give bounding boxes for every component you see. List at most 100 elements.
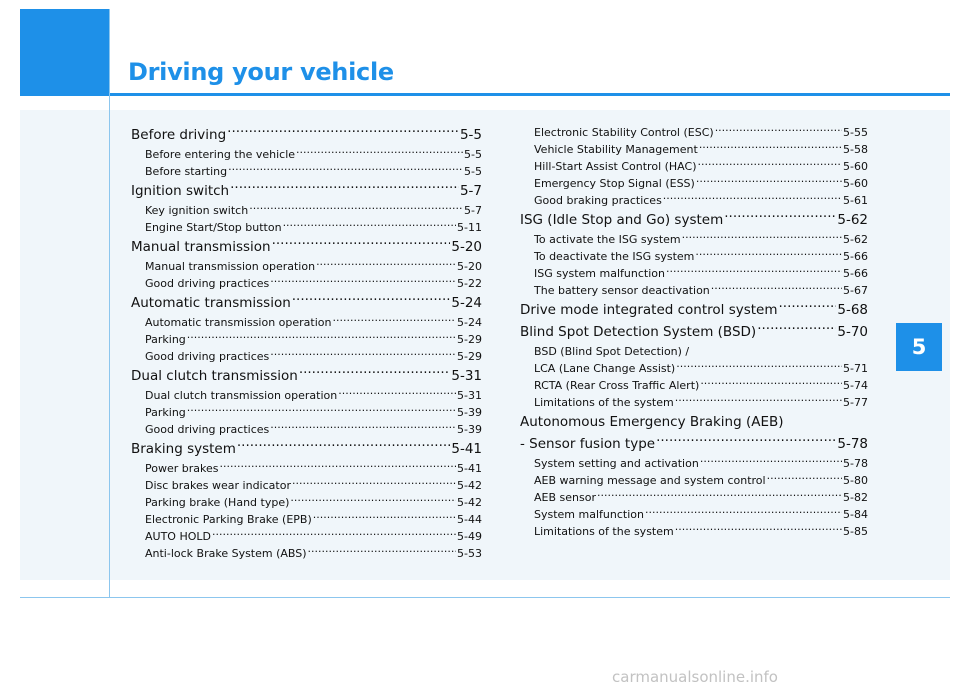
toc-subsection-entry[interactable]: AUTO HOLD 5-49 xyxy=(131,528,482,545)
toc-section-entry[interactable]: Braking system 5-41 xyxy=(131,438,482,460)
dot-leader xyxy=(249,203,463,214)
toc-entry-label: Emergency Stop Signal (ESS) xyxy=(534,177,695,190)
toc-entry-page: 5-55 xyxy=(843,126,868,139)
dot-leader xyxy=(292,478,456,489)
toc-entry-label: To deactivate the ISG system xyxy=(534,250,695,263)
toc-section-entry[interactable]: - Sensor fusion type 5-78 xyxy=(520,433,868,455)
toc-section-entry[interactable]: Automatic transmission 5-24 xyxy=(131,292,482,314)
dot-leader xyxy=(597,490,842,501)
toc-subsection-entry[interactable]: The battery sensor deactivation 5-67 xyxy=(520,282,868,299)
toc-subsection-entry[interactable]: Manual transmission operation 5-20 xyxy=(131,258,482,275)
toc-section-entry[interactable]: Ignition switch 5-7 xyxy=(131,180,482,202)
toc-subsection-entry[interactable]: Before starting 5-5 xyxy=(131,163,482,180)
toc-entry-label: Dual clutch transmission operation xyxy=(145,389,338,402)
toc-subsection-entry[interactable]: Limitations of the system 5-85 xyxy=(520,523,868,540)
toc-subsection-entry[interactable]: Vehicle Stability Management 5-58 xyxy=(520,141,868,158)
toc-subsection-entry[interactable]: ISG system malfunction 5-66 xyxy=(520,265,868,282)
toc-subsection-entry[interactable]: Emergency Stop Signal (ESS) 5-60 xyxy=(520,175,868,192)
toc-subsection-entry[interactable]: Parking brake (Hand type) 5-42 xyxy=(131,494,482,511)
toc-subsection-entry[interactable]: Disc brakes wear indicator 5-42 xyxy=(131,477,482,494)
dot-leader xyxy=(666,266,842,277)
toc-entry-label: Autonomous Emergency Braking (AEB) xyxy=(520,414,784,430)
toc-entry-page: 5-80 xyxy=(843,474,868,487)
dot-leader xyxy=(270,422,456,433)
toc-subsection-entry[interactable]: Limitations of the system 5-77 xyxy=(520,394,868,411)
toc-entry-label: To activate the ISG system xyxy=(534,233,681,246)
toc-section-entry[interactable]: Manual transmission 5-20 xyxy=(131,236,482,258)
toc-subsection-entry[interactable]: Parking 5-39 xyxy=(131,404,482,421)
toc-subsection-entry[interactable]: Electronic Parking Brake (EPB) 5-44 xyxy=(131,511,482,528)
toc-entry-label: Drive mode integrated control system xyxy=(520,302,778,318)
toc-subsection-entry[interactable]: Dual clutch transmission operation 5-31 xyxy=(131,387,482,404)
toc-subsection-entry[interactable]: Good braking practices 5-61 xyxy=(520,192,868,209)
toc-subsection-entry[interactable]: AEB sensor 5-82 xyxy=(520,489,868,506)
toc-entry-label: LCA (Lane Change Assist) xyxy=(534,362,676,375)
toc-subsection-entry[interactable]: System malfunction 5-84 xyxy=(520,506,868,523)
toc-entry-page: 5-66 xyxy=(843,267,868,280)
toc-entry-page: 5-11 xyxy=(457,221,482,234)
toc-subsection-entry[interactable]: RCTA (Rear Cross Traffic Alert) 5-74 xyxy=(520,377,868,394)
dot-leader xyxy=(724,211,836,225)
dot-leader xyxy=(187,405,456,416)
toc-subsection-entry[interactable]: Key ignition switch 5-7 xyxy=(131,202,482,219)
toc-subsection-entry[interactable]: To deactivate the ISG system 5-66 xyxy=(520,248,868,265)
toc-section-entry[interactable]: Dual clutch transmission 5-31 xyxy=(131,365,482,387)
dot-leader xyxy=(779,301,837,315)
toc-subsection-entry[interactable]: Hill-Start Assist Control (HAC) 5-60 xyxy=(520,158,868,175)
dot-leader xyxy=(715,125,842,136)
toc-entry-page: 5-41 xyxy=(457,462,482,475)
toc-subsection-entry[interactable]: Anti-lock Brake System (ABS) 5-53 xyxy=(131,545,482,562)
toc-subsection-entry[interactable]: Automatic transmission operation 5-24 xyxy=(131,314,482,331)
toc-section-entry[interactable]: Before driving 5-5 xyxy=(131,124,482,146)
toc-entry-label: RCTA (Rear Cross Traffic Alert) xyxy=(534,379,700,392)
toc-section-entry[interactable]: Drive mode integrated control system 5-68 xyxy=(520,299,868,321)
toc-entry-page: 5-39 xyxy=(457,423,482,436)
dot-leader xyxy=(663,193,842,204)
toc-subsection-entry[interactable]: AEB warning message and system control 5-… xyxy=(520,472,868,489)
toc-section-entry[interactable]: Autonomous Emergency Braking (AEB) xyxy=(520,411,868,433)
dot-leader xyxy=(645,507,842,518)
dot-leader xyxy=(299,367,451,381)
toc-subsection-entry[interactable]: Before entering the vehicle 5-5 xyxy=(131,146,482,163)
dot-leader xyxy=(227,126,459,140)
toc-entry-page: 5-66 xyxy=(843,250,868,263)
toc-subsection-entry[interactable]: Engine Start/Stop button 5-11 xyxy=(131,219,482,236)
toc-entry-label: Ignition switch xyxy=(131,183,230,199)
dot-leader xyxy=(308,546,456,557)
toc-entry-label: AUTO HOLD xyxy=(145,530,211,543)
toc-entry-page: 5-61 xyxy=(843,194,868,207)
toc-entry-label: The battery sensor deactivation xyxy=(534,284,710,297)
toc-subsection-entry[interactable]: System setting and activation 5-78 xyxy=(520,455,868,472)
toc-section-entry[interactable]: Blind Spot Detection System (BSD) 5-70 xyxy=(520,321,868,343)
toc-subsection-entry[interactable]: Electronic Stability Control (ESC) 5-55 xyxy=(520,124,868,141)
header-color-block xyxy=(20,9,109,94)
toc-entry-page: 5-42 xyxy=(457,496,482,509)
toc-subsection-entry[interactable]: Power brakes 5-41 xyxy=(131,460,482,477)
toc-column-right: Electronic Stability Control (ESC) 5-55 Ve… xyxy=(520,124,868,540)
toc-subsection-entry[interactable]: LCA (Lane Change Assist) 5-71 xyxy=(520,360,868,377)
chapter-tab[interactable]: 5 xyxy=(896,323,942,371)
dot-leader xyxy=(230,182,459,196)
toc-subsection-entry[interactable]: BSD (Blind Spot Detection) / xyxy=(520,343,868,360)
toc-subsection-entry[interactable]: Good driving practices 5-39 xyxy=(131,421,482,438)
dot-leader xyxy=(699,142,842,153)
toc-subsection-entry[interactable]: Parking 5-29 xyxy=(131,331,482,348)
toc-entry-label: Braking system xyxy=(131,441,236,457)
dot-leader xyxy=(682,232,842,243)
toc-entry-label: Parking xyxy=(145,406,186,419)
dot-leader xyxy=(676,361,842,372)
toc-entry-page: 5-42 xyxy=(457,479,482,492)
toc-subsection-entry[interactable]: Good driving practices 5-22 xyxy=(131,275,482,292)
dot-leader xyxy=(698,159,843,170)
dot-leader xyxy=(700,456,842,467)
toc-entry-page: 5-71 xyxy=(843,362,868,375)
toc-subsection-entry[interactable]: Good driving practices 5-29 xyxy=(131,348,482,365)
toc-subsection-entry[interactable]: To activate the ISG system 5-62 xyxy=(520,231,868,248)
toc-entry-label: System malfunction xyxy=(534,508,644,521)
toc-entry-label: Before starting xyxy=(145,165,228,178)
dot-leader xyxy=(675,524,842,535)
toc-section-entry[interactable]: ISG (Idle Stop and Go) system 5-62 xyxy=(520,209,868,231)
dot-leader xyxy=(270,276,456,287)
toc-entry-label: Limitations of the system xyxy=(534,396,674,409)
toc-entry-label: Power brakes xyxy=(145,462,219,475)
